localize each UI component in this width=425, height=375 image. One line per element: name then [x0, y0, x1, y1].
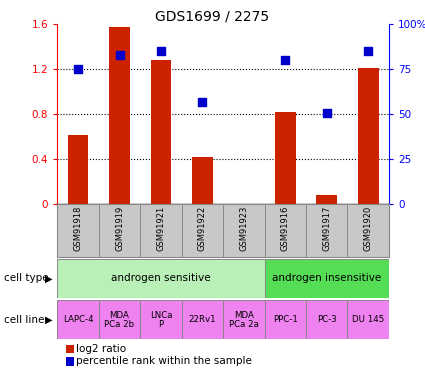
- Point: [75, 66, 82, 72]
- Point: [365, 48, 371, 54]
- Bar: [140, 300, 181, 339]
- Bar: [358, 68, 379, 204]
- Text: ▶: ▶: [45, 273, 53, 284]
- Bar: [264, 259, 389, 298]
- Text: PC-3: PC-3: [317, 315, 337, 324]
- Text: LAPC-4: LAPC-4: [63, 315, 94, 324]
- Point: [323, 110, 330, 116]
- Text: PPC-1: PPC-1: [273, 315, 298, 324]
- Text: GDS1699 / 2275: GDS1699 / 2275: [156, 9, 269, 23]
- Text: androgen insensitive: androgen insensitive: [272, 273, 381, 284]
- Bar: [181, 300, 223, 339]
- Text: GSM91923: GSM91923: [239, 206, 248, 251]
- Bar: [306, 300, 347, 339]
- Bar: [264, 300, 306, 339]
- Bar: [109, 27, 130, 204]
- Text: GSM91920: GSM91920: [364, 206, 373, 251]
- Text: GSM91921: GSM91921: [156, 206, 165, 251]
- Text: GSM91918: GSM91918: [74, 206, 82, 251]
- Text: GSM91919: GSM91919: [115, 206, 124, 251]
- Text: MDA
PCa 2a: MDA PCa 2a: [229, 310, 259, 328]
- Text: cell line: cell line: [4, 315, 45, 325]
- Point: [158, 48, 164, 54]
- Text: androgen sensitive: androgen sensitive: [111, 273, 211, 284]
- Point: [116, 52, 123, 58]
- Text: ▶: ▶: [45, 315, 53, 325]
- Text: LNCa
P: LNCa P: [150, 310, 172, 328]
- Text: GSM91922: GSM91922: [198, 206, 207, 251]
- Bar: [68, 135, 88, 204]
- Bar: [316, 195, 337, 204]
- Text: cell type: cell type: [4, 273, 49, 284]
- Text: DU 145: DU 145: [352, 315, 384, 324]
- Bar: [192, 157, 213, 204]
- Text: GSM91916: GSM91916: [281, 206, 290, 251]
- Text: log2 ratio: log2 ratio: [76, 344, 127, 354]
- Bar: [223, 300, 264, 339]
- Text: percentile rank within the sample: percentile rank within the sample: [76, 357, 252, 366]
- Bar: [150, 60, 171, 204]
- Bar: [99, 300, 140, 339]
- Text: 22Rv1: 22Rv1: [189, 315, 216, 324]
- Bar: [57, 259, 264, 298]
- Bar: [347, 300, 389, 339]
- Text: MDA
PCa 2b: MDA PCa 2b: [105, 310, 135, 328]
- Point: [199, 99, 206, 105]
- Point: [282, 57, 289, 63]
- Bar: [57, 300, 99, 339]
- Text: GSM91917: GSM91917: [322, 206, 331, 251]
- Bar: [275, 112, 296, 204]
